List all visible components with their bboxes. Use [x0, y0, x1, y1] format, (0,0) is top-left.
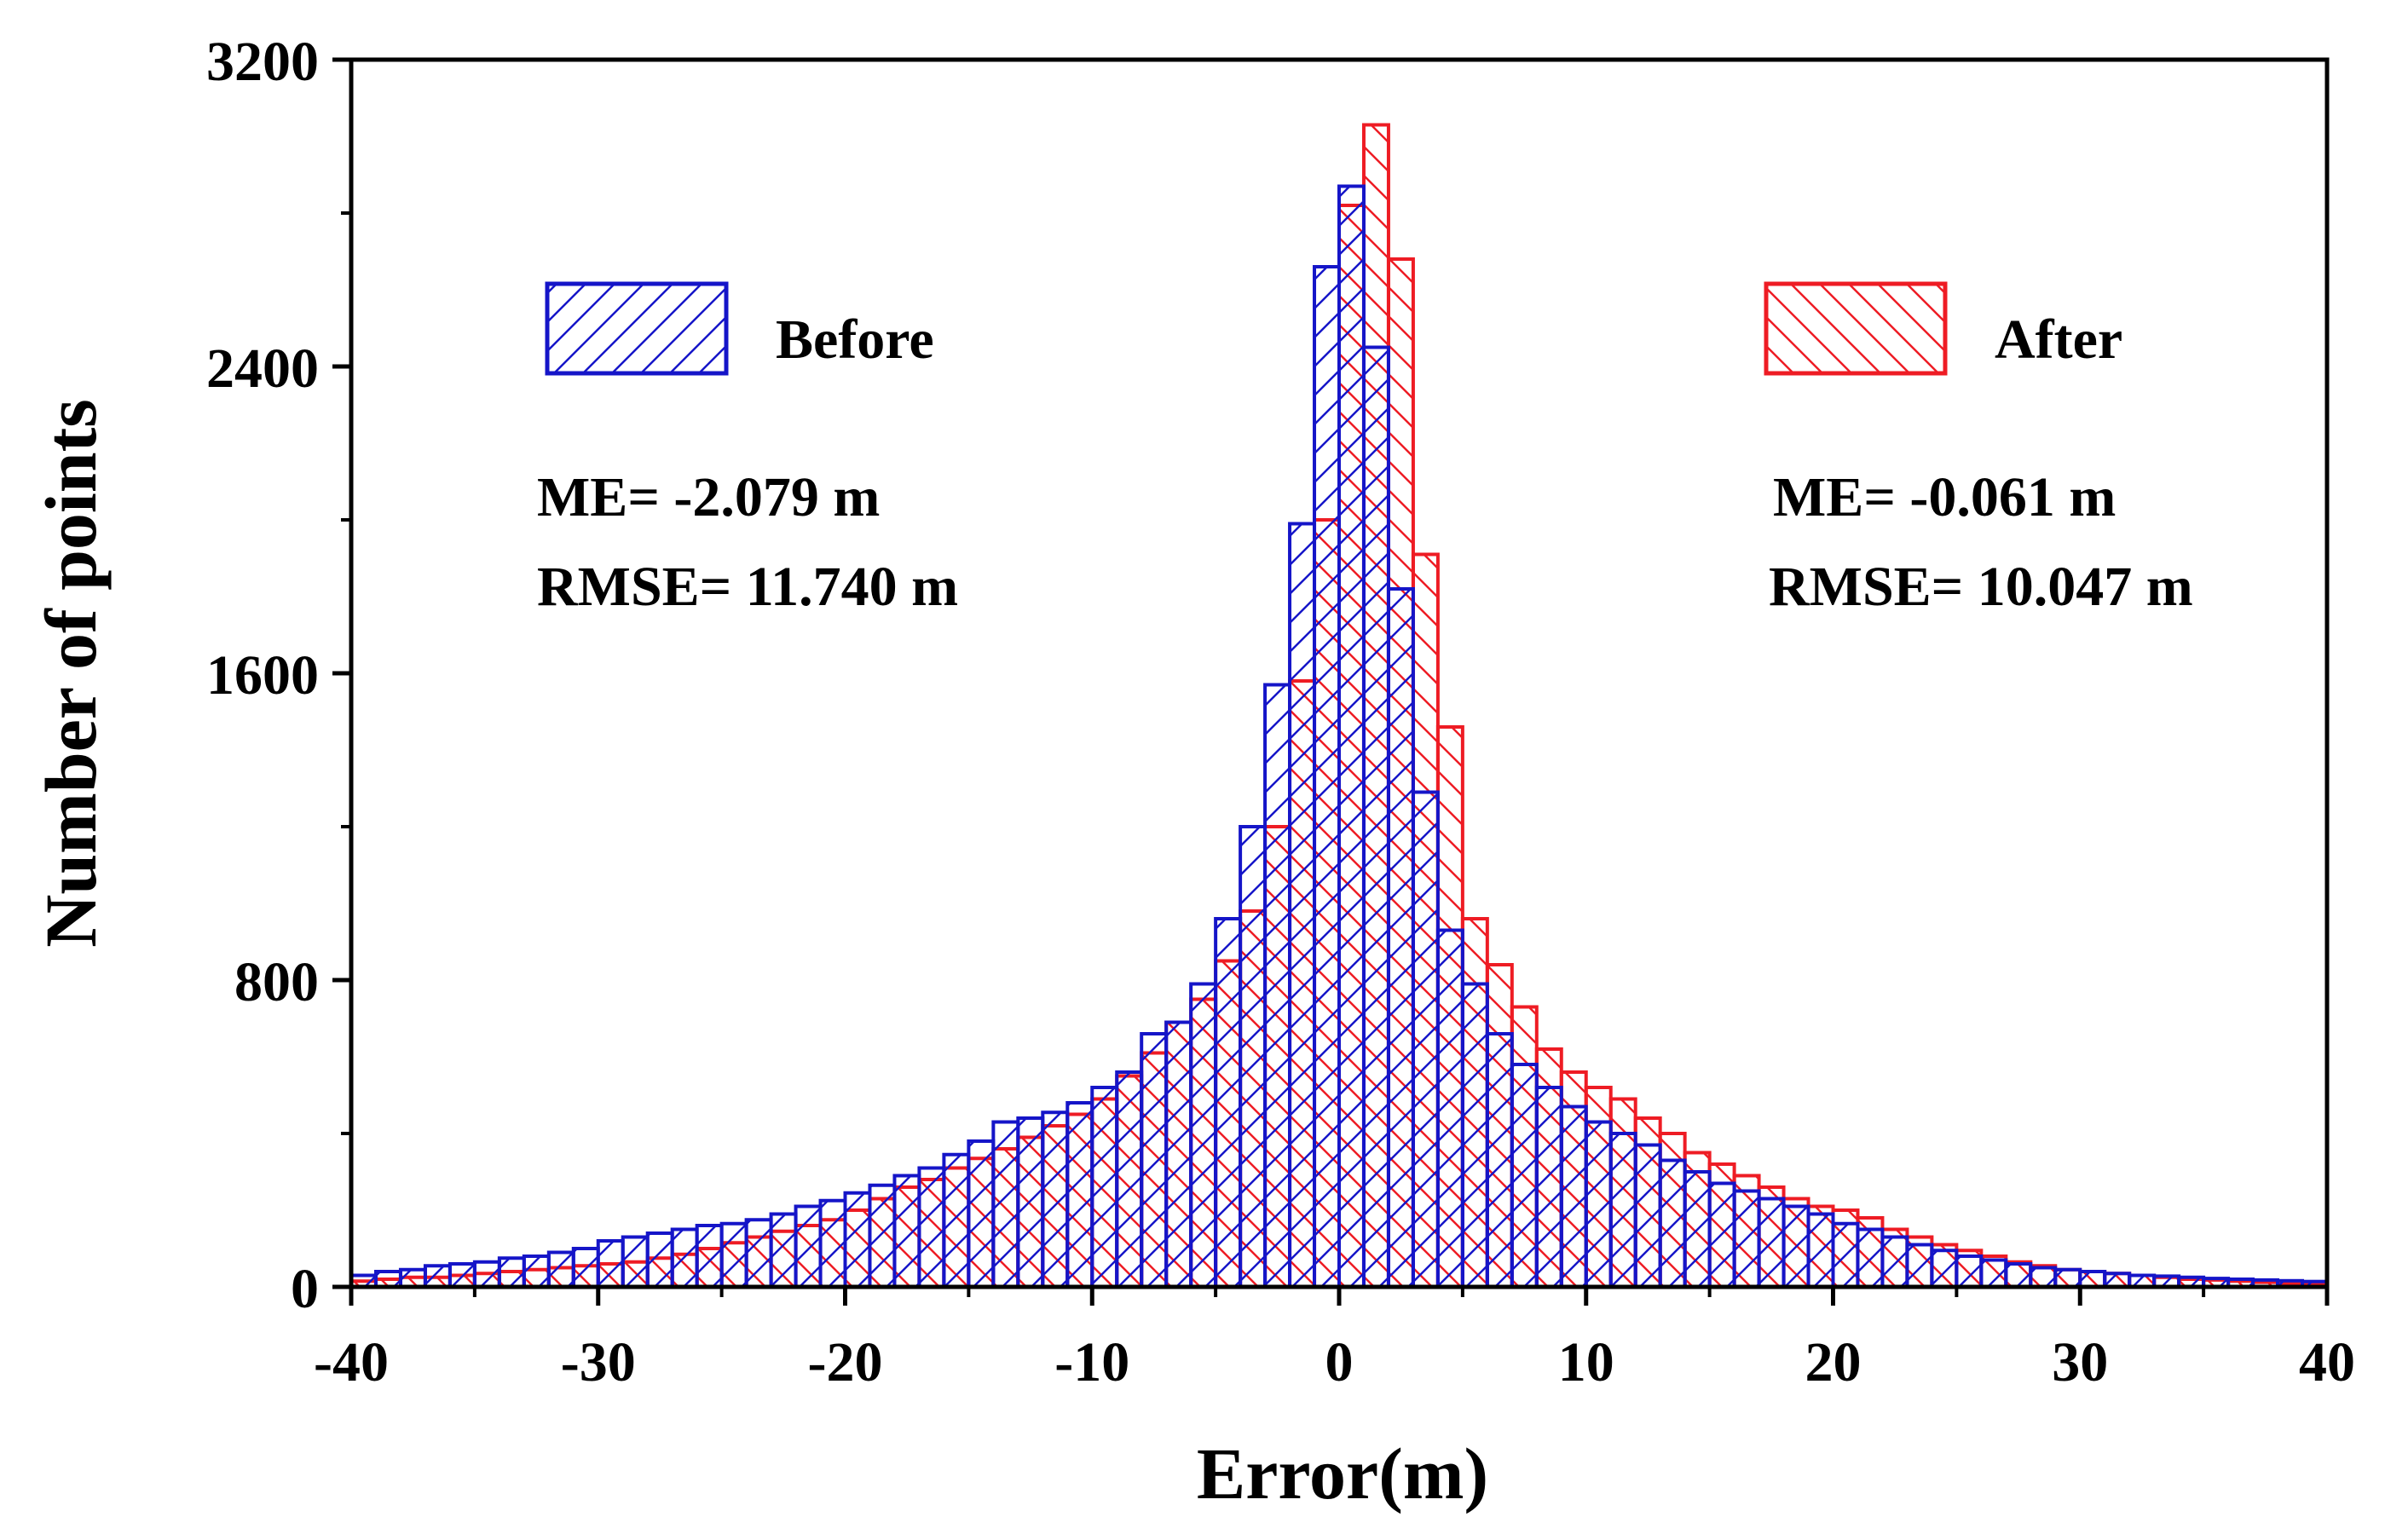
before-bar — [1955, 1254, 1984, 1289]
legend-before-label: Before — [776, 309, 934, 371]
x-tick-label: -10 — [1054, 1331, 1129, 1393]
before-bar — [1288, 522, 1317, 1289]
before-bar — [1361, 345, 1390, 1289]
before-bar — [1979, 1258, 2008, 1289]
before-rmse-annotation: RMSE= 11.740 m — [537, 556, 958, 618]
legend-after: After — [1764, 281, 2122, 376]
before-bar — [1065, 1101, 1094, 1289]
before-bar — [497, 1256, 526, 1289]
y-tick-label: 1600 — [206, 644, 319, 707]
before-bar — [373, 1270, 402, 1289]
before-bar — [991, 1120, 1020, 1289]
before-bar — [1559, 1105, 1588, 1289]
before-bar — [522, 1254, 551, 1289]
before-bar — [1140, 1032, 1169, 1289]
before-bar — [892, 1174, 921, 1289]
y-axis: 0 800 1600 2400 3200 — [206, 31, 351, 1320]
before-bar — [1732, 1189, 1761, 1289]
before-bar — [1831, 1221, 1860, 1289]
before-bar — [1880, 1235, 1909, 1289]
before-bar — [2078, 1270, 2107, 1289]
before-bar — [1460, 982, 1489, 1289]
y-tick-label: 3200 — [206, 31, 319, 93]
before-bar — [1411, 790, 1440, 1289]
y-tick-label: 800 — [234, 951, 319, 1013]
before-bar — [1930, 1249, 1959, 1289]
before-bar — [794, 1204, 823, 1289]
before-bar — [1608, 1132, 1637, 1289]
before-bar — [818, 1198, 847, 1289]
before-bar — [744, 1218, 773, 1289]
before-bar — [1214, 917, 1243, 1289]
before-bar — [1658, 1158, 1687, 1289]
before-bar — [398, 1267, 427, 1289]
y-tick-label: 2400 — [206, 337, 319, 400]
before-bar — [448, 1262, 476, 1289]
before-bar — [917, 1166, 946, 1289]
before-bar — [571, 1247, 600, 1289]
before-bar — [1633, 1143, 1662, 1289]
before-bar — [695, 1224, 724, 1289]
before-bar — [1782, 1204, 1810, 1289]
x-tick-label: 20 — [1805, 1331, 1862, 1393]
before-bar — [719, 1221, 748, 1289]
before-bar — [1806, 1212, 1835, 1289]
y-axis-label: Number of points — [30, 399, 112, 948]
x-axis: -40 -30 -20 -10 0 10 20 30 40 — [314, 1287, 2355, 1393]
before-bar — [1337, 184, 1366, 1289]
before-bar — [1435, 928, 1464, 1289]
x-axis-label: Error(m) — [1197, 1433, 1488, 1514]
y-tick-label: 0 — [291, 1258, 319, 1320]
legend-before-swatch — [545, 281, 729, 376]
x-tick-label: 30 — [2052, 1331, 2108, 1393]
before-bar — [1115, 1070, 1144, 1289]
after-rmse-annotation: RMSE= 10.047 m — [1769, 556, 2193, 618]
before-bar — [967, 1139, 996, 1289]
before-bar — [645, 1231, 674, 1289]
before-bar — [472, 1260, 501, 1289]
x-tick-label: -30 — [561, 1331, 636, 1393]
before-bar — [546, 1250, 575, 1289]
legend-before: Before — [545, 281, 934, 376]
x-tick-label: 0 — [1325, 1331, 1354, 1393]
before-bar — [1263, 683, 1292, 1289]
before-bar — [769, 1212, 798, 1289]
x-tick-label: -20 — [808, 1331, 883, 1393]
before-bar — [868, 1183, 897, 1289]
before-bar — [942, 1152, 971, 1289]
before-bar — [1707, 1181, 1736, 1289]
x-tick-label: 40 — [2299, 1331, 2355, 1393]
x-tick-label: -40 — [314, 1331, 389, 1393]
before-bar — [1090, 1086, 1119, 1289]
legend-after-swatch — [1764, 281, 1948, 376]
before-bar — [2004, 1262, 2033, 1289]
before-bar — [621, 1235, 650, 1289]
before-bar — [843, 1191, 872, 1289]
before-bar — [1534, 1086, 1563, 1289]
before-bar — [1164, 1020, 1193, 1289]
legend-after-label: After — [1995, 309, 2122, 371]
before-bar — [1757, 1197, 1786, 1289]
before-bar — [1584, 1120, 1613, 1289]
x-tick-label: 10 — [1558, 1331, 1614, 1393]
before-bar — [1485, 1032, 1514, 1289]
before-bar — [1386, 587, 1415, 1289]
before-bar — [1041, 1110, 1070, 1289]
before-bar — [1313, 265, 1342, 1289]
before-bar — [1239, 825, 1268, 1289]
before-bar — [1510, 1063, 1539, 1289]
before-bar — [2053, 1267, 2082, 1289]
before-bar — [1905, 1243, 1934, 1289]
before-me-annotation: ME= -2.079 m — [537, 466, 880, 528]
after-me-annotation: ME= -0.061 m — [1773, 466, 2116, 528]
before-bar — [423, 1264, 452, 1289]
before-bar — [1016, 1116, 1045, 1289]
before-bar — [670, 1227, 699, 1289]
before-bar — [596, 1239, 625, 1289]
before-bar — [1856, 1227, 1885, 1289]
before-bar — [2029, 1266, 2058, 1289]
before-bar — [1683, 1170, 1712, 1289]
before-bar — [1189, 982, 1218, 1289]
